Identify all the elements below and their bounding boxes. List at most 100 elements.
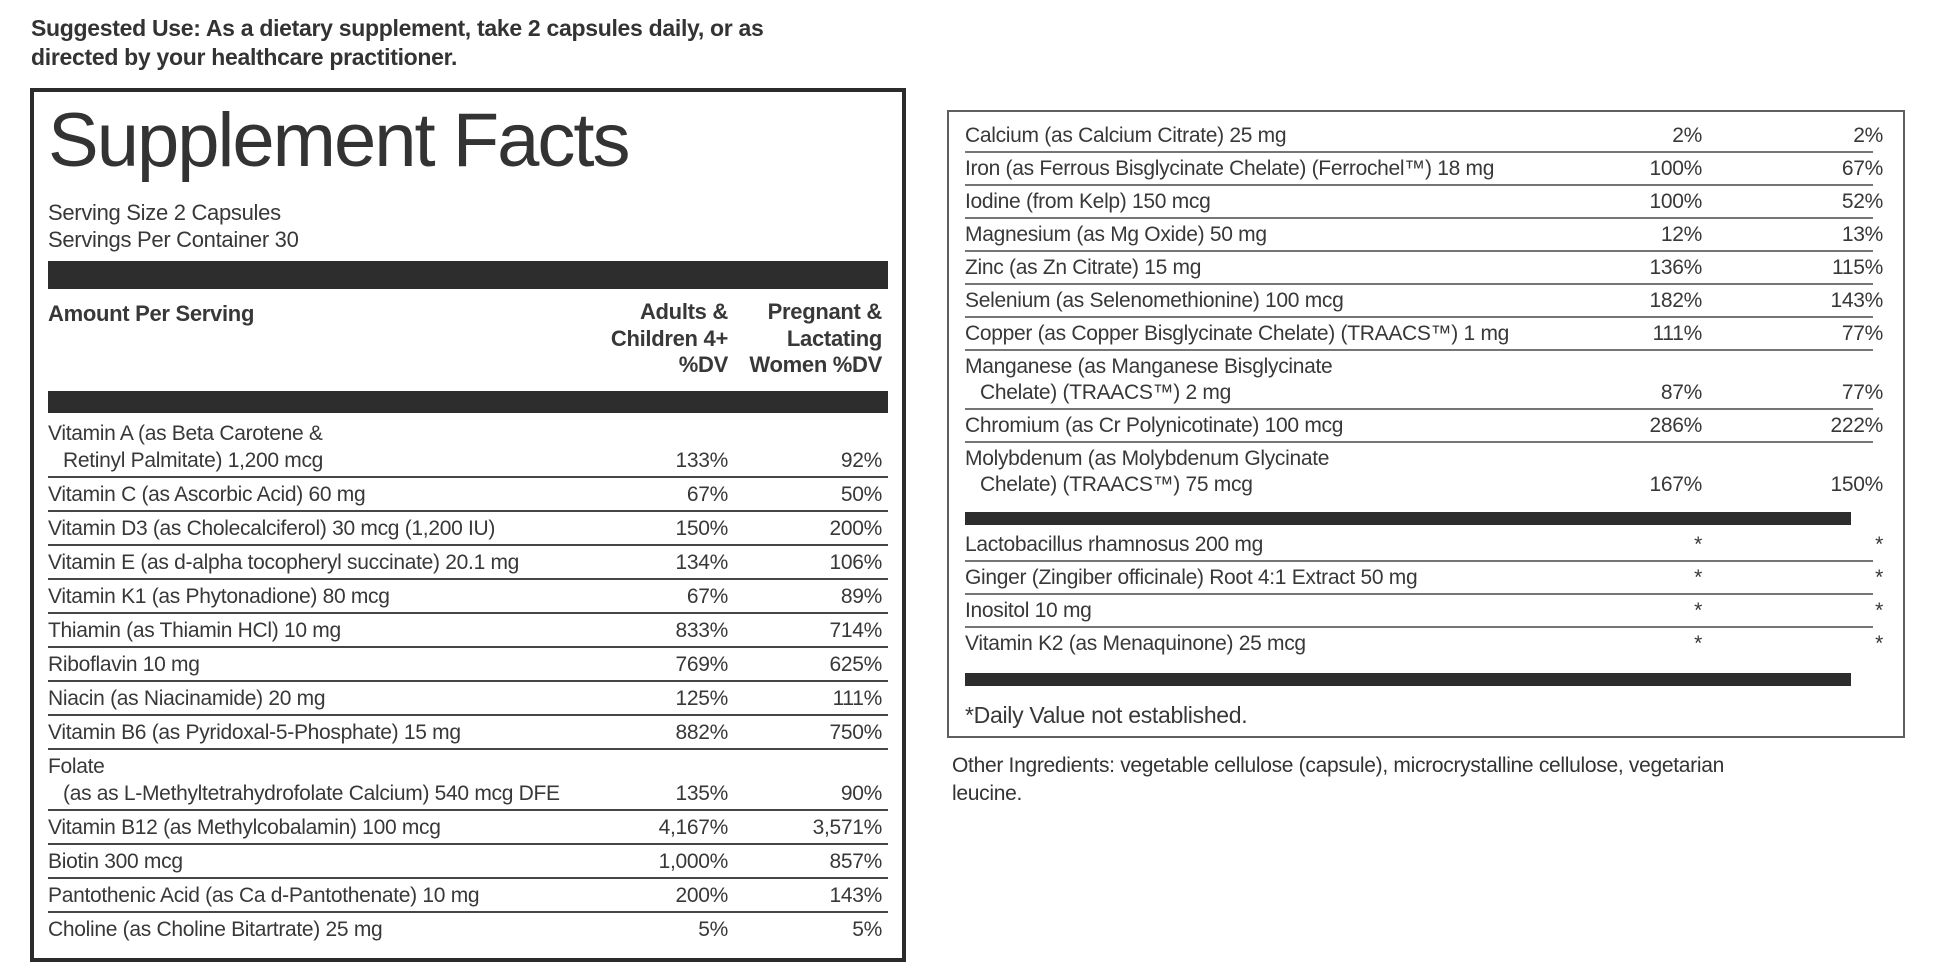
adults-children-dv-value: 136% [1649, 256, 1702, 279]
pregnant-lactating-dv-value: 750% [829, 721, 882, 745]
nutrient-row: Iron (as Ferrous Bisglycinate Chelate) (… [965, 153, 1887, 186]
adults-children-dv-value: 67% [686, 585, 728, 609]
other-nutrient-rows: Lactobacillus rhamnosus 200 mg * * Ginger (… [965, 529, 1887, 661]
mineral-rows: Calcium (as Calcium Citrate) 25 mg 2% 2% Ir… [965, 120, 1887, 502]
pregnant-lactating-dv-value: * [1875, 566, 1883, 589]
adults-children-dv-value: 1,000% [658, 850, 729, 874]
nutrient-row: Selenium (as Selenomethionine) 100 mcg 18… [965, 285, 1887, 318]
pregnant-lactating-dv-value: 222% [1830, 414, 1883, 437]
nutrient-name: Selenium (as Selenomethionine) 100 mcg [965, 289, 1344, 312]
adults-children-dv-value: 100% [1649, 190, 1702, 213]
pregnant-lactating-dv-value: 3,571% [812, 816, 883, 840]
nutrient-name: Calcium (as Calcium Citrate) 25 mg [965, 124, 1287, 147]
nutrient-row: Ginger (Zingiber officinale) Root 4:1 Ex… [965, 562, 1887, 595]
nutrient-row: Molybdenum (as Molybdenum Glycinate Chela… [965, 443, 1887, 502]
pregnant-lactating-dv-value: 115% [1832, 256, 1883, 279]
pregnant-lactating-dv-value: 2% [1853, 124, 1883, 147]
nutrient-name: Inositol 10 mg [965, 599, 1092, 622]
pregnant-lactating-dv-value: 200% [829, 517, 882, 541]
nutrient-row: Biotin 300 mcg 1,000% 857% [48, 845, 888, 880]
adults-children-dv-value: 150% [675, 517, 728, 541]
servings-per-container-text: Servings Per Container 30 [48, 226, 299, 252]
pregnant-lactating-dv-value: 13% [1841, 223, 1883, 246]
nutrient-row: Vitamin C (as Ascorbic Acid) 60 mg 67% 50% [48, 478, 888, 513]
pregnant-lactating-dv-value: 67% [1841, 157, 1883, 180]
nutrient-name: Niacin (as Niacinamide) 20 mg [48, 687, 326, 711]
nutrient-name: Vitamin B12 (as Methylcobalamin) 100 mcg [48, 816, 441, 840]
suggested-use-text: Suggested Use: As a dietary supplement, … [31, 15, 764, 70]
nutrient-row: Iodine (from Kelp) 150 mcg 100% 52% [965, 186, 1887, 219]
adults-children-dv-value: 134% [675, 551, 728, 575]
nutrient-name: Ginger (Zingiber officinale) Root 4:1 Ex… [965, 566, 1418, 589]
nutrient-name: Copper (as Copper Bisglycinate Chelate) … [965, 322, 1510, 345]
adults-children-dv-value: 100% [1649, 157, 1702, 180]
pregnant-lactating-dv-value: 111% [832, 687, 883, 711]
pregnant-lactating-dv-value: 50% [840, 483, 882, 507]
pregnant-lactating-dv-value: 143% [1830, 289, 1883, 312]
adults-children-dv-value: 135% [675, 782, 728, 806]
adults-children-dv-value: * [1694, 632, 1702, 655]
nutrient-row: Vitamin B12 (as Methylcobalamin) 100 mcg… [48, 811, 888, 846]
adults-children-dv-value: 182% [1649, 289, 1702, 312]
nutrient-row: Manganese (as Manganese Bisglycinate Chel… [965, 351, 1887, 410]
adults-children-dv-header: Adults & Children 4+ %DV [610, 299, 728, 377]
nutrient-row: Copper (as Copper Bisglycinate Chelate) … [965, 318, 1887, 351]
adults-children-dv-value: 111% [1652, 322, 1703, 345]
nutrient-name: Magnesium (as Mg Oxide) 50 mg [965, 223, 1267, 246]
supplement-facts-panel: Supplement Facts Serving Size 2 Capsules… [30, 88, 906, 962]
adults-children-dv-value: 133% [675, 449, 728, 473]
nutrient-row: Vitamin K1 (as Phytonadione) 80 mcg 67% 89… [48, 580, 888, 615]
adults-children-dv-value: 125% [675, 687, 728, 711]
pregnant-lactating-dv-value: 150% [1830, 473, 1883, 496]
pregnant-lactating-dv-value: 89% [840, 585, 882, 609]
pregnant-lactating-dv-value: 5% [852, 918, 882, 942]
section-divider-bar [48, 261, 888, 290]
pregnant-lactating-dv-value: 106% [829, 551, 882, 575]
adults-children-dv-value: 769% [675, 653, 728, 677]
adults-children-dv-value: 286% [1649, 414, 1702, 437]
column-header-row: Amount Per Serving Adults & Children 4+ … [48, 299, 888, 383]
other-ingredients-text: Other Ingredients: vegetable cellulose (… [952, 754, 1725, 805]
pregnant-lactating-dv-value: * [1875, 632, 1883, 655]
pregnant-lactating-dv-value: 77% [1841, 381, 1883, 404]
pregnant-lactating-dv-value: 90% [840, 782, 882, 806]
nutrient-row: Zinc (as Zn Citrate) 15 mg 136% 115% [965, 252, 1887, 285]
nutrient-name: Vitamin C (as Ascorbic Acid) 60 mg [48, 483, 366, 507]
adults-children-dv-value: 167% [1649, 473, 1702, 496]
adults-children-dv-value: 12% [1660, 223, 1702, 246]
nutrient-row: Vitamin B6 (as Pyridoxal-5-Phosphate) 15… [48, 716, 888, 751]
nutrient-row: Vitamin D3 (as Cholecalciferol) 30 mcg (… [48, 512, 888, 547]
nutrient-name: Vitamin B6 (as Pyridoxal-5-Phosphate) 15… [48, 721, 461, 745]
nutrient-name: Riboflavin 10 mg [48, 653, 200, 677]
nutrient-name: Choline (as Choline Bitartrate) 25 mg [48, 918, 383, 942]
adults-children-dv-value: 5% [698, 918, 728, 942]
nutrient-name: Iodine (from Kelp) 150 mcg [965, 190, 1211, 213]
nutrient-row: Thiamin (as Thiamin HCl) 10 mg 833% 714% [48, 614, 888, 649]
pregnant-lactating-dv-value: 143% [829, 884, 882, 908]
nutrient-name: Vitamin D3 (as Cholecalciferol) 30 mcg (… [48, 517, 496, 541]
nutrient-row: Folate (as as L-Methyltetrahydrofolate Ca… [48, 750, 888, 812]
pregnant-lactating-dv-value: 77% [1841, 322, 1883, 345]
nutrient-name: Lactobacillus rhamnosus 200 mg [965, 533, 1264, 556]
amount-per-serving-header: Amount Per Serving [48, 301, 255, 327]
nutrient-name: Vitamin E (as d-alpha tocopheryl succina… [48, 551, 520, 575]
pregnant-lactating-dv-value: * [1875, 599, 1883, 622]
nutrient-name: Iron (as Ferrous Bisglycinate Chelate) (… [965, 157, 1495, 180]
nutrient-name: Manganese (as Manganese Bisglycinate Chel… [965, 355, 1333, 404]
nutrient-name: Chromium (as Cr Polynicotinate) 100 mcg [965, 414, 1344, 437]
nutrient-row: Vitamin A (as Beta Carotene & Retinyl Pal… [48, 417, 888, 479]
pregnant-lactating-dv-value: 714% [829, 619, 882, 643]
nutrient-row: Pantothenic Acid (as Ca d-Pantothenate) … [48, 879, 888, 914]
adults-children-dv-value: 882% [675, 721, 728, 745]
adults-children-dv-value: * [1694, 599, 1702, 622]
pregnant-lactating-dv-value: 857% [829, 850, 882, 874]
nutrient-name: Zinc (as Zn Citrate) 15 mg [965, 256, 1202, 279]
pregnant-lactating-dv-header: Pregnant & Lactating Women %DV [749, 299, 882, 377]
adults-children-dv-value: 2% [1672, 124, 1702, 147]
nutrient-name: Molybdenum (as Molybdenum Glycinate Chela… [965, 447, 1330, 496]
nutrient-row: Choline (as Choline Bitartrate) 25 mg 5% 5… [48, 913, 888, 947]
nutrient-row: Riboflavin 10 mg 769% 625% [48, 648, 888, 683]
nutrient-row: Vitamin E (as d-alpha tocopheryl succina… [48, 546, 888, 581]
nutrient-name: Vitamin K2 (as Menaquinone) 25 mcg [965, 632, 1306, 655]
section-divider-bar [965, 673, 1851, 686]
